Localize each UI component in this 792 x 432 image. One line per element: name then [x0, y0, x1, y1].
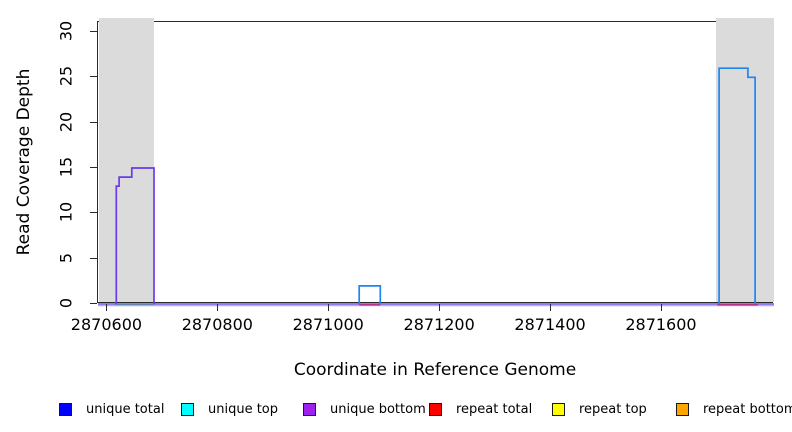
y-tick-label: 20: [56, 111, 76, 132]
legend-item: repeat bottom: [676, 397, 792, 421]
y-axis-label: Read Coverage Depth: [14, 68, 34, 256]
legend-label: repeat bottom: [703, 401, 792, 417]
shaded-region-left-repeat-region: [99, 18, 154, 302]
legend-swatch-unique-top-icon: [181, 402, 194, 416]
legend-item: unique bottom: [303, 397, 426, 421]
y-tick-label: 10: [56, 202, 76, 223]
legend: unique total unique top unique bottom re…: [0, 397, 792, 423]
legend-swatch-unique-bottom-icon: [303, 402, 316, 416]
y-tick: [90, 303, 97, 304]
legend-label: unique bottom: [330, 401, 426, 417]
x-tick-label: 2871400: [514, 315, 586, 334]
legend-swatch-repeat-bottom-icon: [676, 402, 689, 416]
legend-item: repeat total: [429, 397, 532, 421]
y-tick-label: 5: [56, 252, 76, 263]
legend-label: repeat total: [456, 401, 533, 417]
x-tick-label: 2871600: [625, 315, 697, 334]
coverage-lines-svg: [98, 67, 774, 307]
y-tick: [90, 30, 97, 32]
coverage-line-unique-top-mid-bump: [358, 285, 382, 304]
x-tick-label: 2870800: [181, 315, 253, 334]
legend-label: repeat top: [579, 401, 647, 417]
x-tick: [660, 304, 662, 311]
y-tick: [90, 121, 97, 123]
y-tick: [90, 257, 97, 259]
legend-swatch-repeat-total-icon: [429, 402, 442, 416]
legend-swatch-unique-total-icon: [59, 402, 72, 416]
x-tick: [328, 304, 330, 311]
x-tick-label: 2871200: [403, 315, 475, 334]
legend-label: unique top: [208, 401, 279, 417]
x-tick: [550, 304, 552, 311]
y-tick: [90, 76, 97, 78]
legend-label: unique total: [86, 401, 165, 417]
coverage-line-unique-bottom-left-peak: [115, 167, 155, 304]
x-tick-label: 2870600: [70, 315, 143, 334]
coverage-line-unique-top-right-peak: [718, 67, 756, 304]
plot-area: [97, 18, 774, 307]
legend-swatch-repeat-top-icon: [552, 402, 565, 416]
x-tick: [106, 304, 108, 311]
legend-item: unique total: [59, 397, 164, 421]
legend-item: repeat top: [552, 397, 647, 421]
y-tick: [90, 166, 97, 168]
x-tick: [217, 304, 219, 311]
y-tick-label: 25: [56, 66, 76, 87]
x-axis-label: Coordinate in Reference Genome: [293, 360, 577, 380]
x-tick: [439, 304, 441, 311]
y-tick-label: 30: [56, 20, 76, 42]
x-tick-label: 2871000: [292, 315, 364, 334]
y-tick-label: 0: [56, 297, 76, 309]
y-tick-label: 15: [56, 156, 76, 178]
shaded-region-right-repeat-region: [715, 18, 774, 302]
legend-item: unique top: [181, 397, 278, 421]
y-tick: [90, 212, 97, 214]
